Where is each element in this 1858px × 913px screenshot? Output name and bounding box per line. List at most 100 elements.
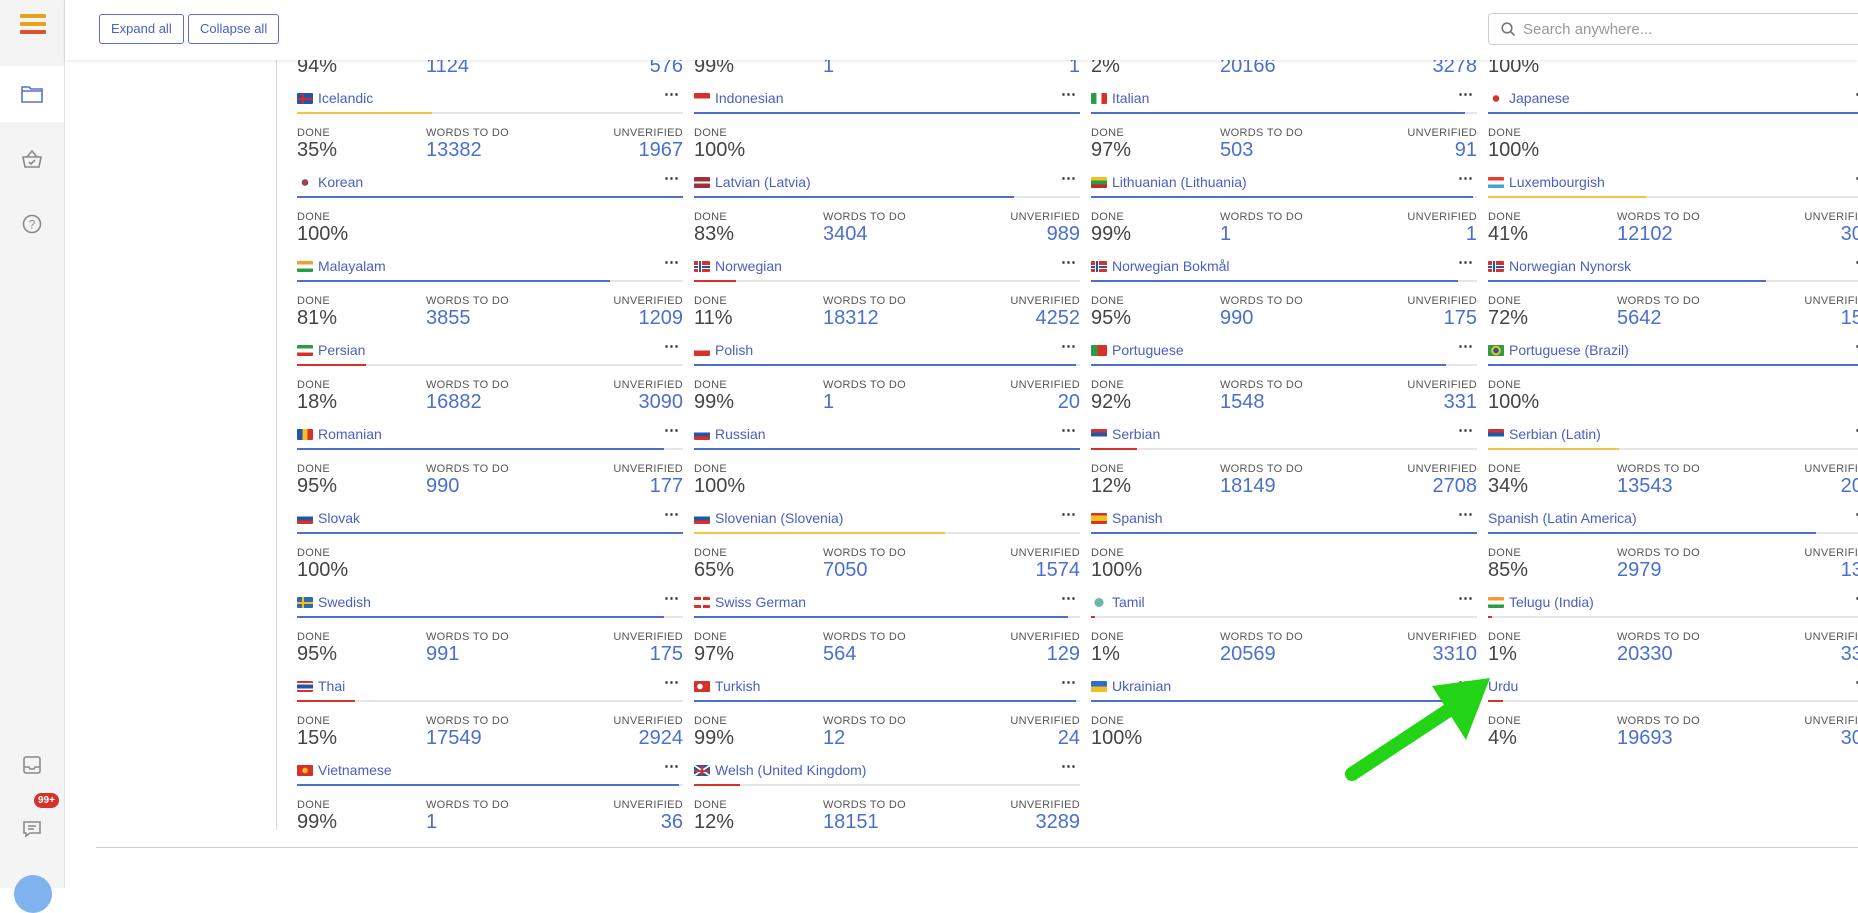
unverified-value[interactable]: 177: [649, 475, 683, 497]
words-to-do-value[interactable]: 564: [823, 643, 857, 665]
more-options-icon[interactable]: ⋯: [664, 674, 679, 691]
words-to-do-value[interactable]: 18312: [823, 307, 879, 329]
inbox-nav-button[interactable]: [0, 737, 64, 793]
unverified-value[interactable]: 305: [1840, 727, 1858, 749]
more-options-icon[interactable]: ⋯: [1061, 674, 1076, 691]
help-nav-button[interactable]: ?: [0, 196, 64, 252]
unverified-value[interactable]: 36: [660, 811, 683, 833]
more-options-icon[interactable]: ⋯: [664, 590, 679, 607]
words-to-do-value[interactable]: 1: [823, 391, 835, 413]
projects-nav-button[interactable]: [0, 66, 64, 122]
more-options-icon[interactable]: ⋯: [1855, 169, 1858, 187]
more-options-icon[interactable]: ⋯: [664, 170, 679, 187]
language-name[interactable]: Icelandic: [318, 90, 374, 106]
unverified-value[interactable]: 134: [1840, 559, 1858, 581]
words-to-do-value[interactable]: 2979: [1617, 559, 1662, 581]
language-name[interactable]: Romanian: [318, 426, 382, 442]
language-name[interactable]: Norwegian Bokmål: [1112, 258, 1230, 274]
more-options-icon[interactable]: ⋯: [664, 758, 679, 775]
language-name[interactable]: Spanish (Latin America): [1488, 510, 1637, 526]
language-name[interactable]: Turkish: [715, 678, 761, 694]
words-to-do-value[interactable]: 18149: [1220, 475, 1276, 497]
unverified-value[interactable]: 175: [1443, 307, 1477, 329]
language-name[interactable]: Persian: [318, 342, 366, 358]
words-to-do-value[interactable]: 20569: [1220, 643, 1276, 665]
words-to-do-value[interactable]: 13543: [1617, 475, 1673, 497]
language-name[interactable]: Tamil: [1112, 594, 1145, 610]
language-name[interactable]: Ukrainian: [1112, 678, 1172, 694]
words-to-do-value[interactable]: 991: [426, 643, 460, 665]
language-name[interactable]: Malayalam: [318, 258, 386, 274]
more-options-icon[interactable]: ⋯: [1855, 421, 1858, 439]
unverified-value[interactable]: 152: [1840, 307, 1858, 329]
language-name[interactable]: Indonesian: [715, 90, 784, 106]
words-to-do-value[interactable]: 13382: [426, 139, 482, 161]
more-options-icon[interactable]: ⋯: [1458, 86, 1473, 103]
more-options-icon[interactable]: ⋯: [1061, 170, 1076, 187]
unverified-value[interactable]: 20: [1057, 391, 1080, 413]
messages-nav-button[interactable]: 99+: [0, 793, 64, 857]
unverified-value[interactable]: 1967: [638, 139, 684, 161]
language-name[interactable]: Vietnamese: [318, 762, 392, 778]
more-options-icon[interactable]: ⋯: [1458, 254, 1473, 271]
expand-all-button[interactable]: Expand all: [99, 14, 184, 44]
more-options-icon[interactable]: ⋯: [1458, 170, 1473, 187]
more-options-icon[interactable]: ⋯: [664, 422, 679, 439]
language-name[interactable]: Korean: [318, 174, 364, 190]
language-name[interactable]: Thai: [318, 678, 346, 694]
language-name[interactable]: Russian: [715, 426, 766, 442]
words-to-do-value[interactable]: 3404: [823, 223, 868, 245]
language-name[interactable]: Swedish: [318, 594, 371, 610]
words-to-do-value[interactable]: 1548: [1220, 391, 1265, 413]
words-to-do-value[interactable]: 12: [823, 727, 846, 749]
language-name[interactable]: Latvian (Latvia): [715, 174, 811, 190]
collapse-all-button[interactable]: Collapse all: [188, 14, 280, 44]
language-name[interactable]: Welsh (United Kingdom): [715, 762, 867, 778]
unverified-value[interactable]: 3310: [1432, 643, 1478, 665]
language-name[interactable]: Norwegian Nynorsk: [1509, 258, 1632, 274]
unverified-value[interactable]: 1574: [1035, 559, 1081, 581]
more-options-icon[interactable]: ⋯: [1855, 85, 1858, 103]
words-to-do-value[interactable]: 20330: [1617, 643, 1673, 665]
more-options-icon[interactable]: ⋯: [1458, 590, 1473, 607]
language-name[interactable]: Portuguese: [1112, 342, 1184, 358]
language-name[interactable]: Serbian: [1112, 426, 1161, 442]
language-name[interactable]: Portuguese (Brazil): [1509, 342, 1629, 358]
words-to-do-value[interactable]: 1: [426, 811, 438, 833]
words-to-do-value[interactable]: 3855: [426, 307, 471, 329]
more-options-icon[interactable]: ⋯: [1061, 506, 1076, 523]
words-to-do-value[interactable]: 990: [426, 475, 460, 497]
more-options-icon[interactable]: ⋯: [1458, 422, 1473, 439]
more-options-icon[interactable]: ⋯: [1061, 422, 1076, 439]
unverified-value[interactable]: 331: [1443, 391, 1477, 413]
unverified-value[interactable]: 989: [1046, 223, 1080, 245]
words-to-do-value[interactable]: 503: [1220, 139, 1254, 161]
language-name[interactable]: Japanese: [1509, 90, 1570, 106]
more-options-icon[interactable]: ⋯: [664, 506, 679, 523]
words-to-do-value[interactable]: 990: [1220, 307, 1254, 329]
unverified-value[interactable]: 301: [1840, 223, 1858, 245]
unverified-value[interactable]: 3090: [638, 391, 684, 413]
more-options-icon[interactable]: ⋯: [664, 254, 679, 271]
unverified-value[interactable]: 3289: [1035, 811, 1081, 833]
more-options-icon[interactable]: ⋯: [1458, 506, 1473, 523]
language-name[interactable]: Urdu: [1488, 678, 1519, 694]
more-options-icon[interactable]: ⋯: [664, 86, 679, 103]
language-name[interactable]: Swiss German: [715, 594, 807, 610]
unverified-value[interactable]: 129: [1046, 643, 1080, 665]
more-options-icon[interactable]: ⋯: [1061, 758, 1076, 775]
language-name[interactable]: Slovak: [318, 510, 361, 526]
language-name[interactable]: Norwegian: [715, 258, 782, 274]
language-name[interactable]: Italian: [1112, 90, 1150, 106]
words-to-do-value[interactable]: 12102: [1617, 223, 1673, 245]
help-widget-button[interactable]: [14, 875, 52, 913]
more-options-icon[interactable]: ⋯: [1855, 505, 1858, 523]
more-options-icon[interactable]: ⋯: [1855, 253, 1858, 271]
unverified-value[interactable]: 209: [1840, 475, 1858, 497]
more-options-icon[interactable]: ⋯: [664, 338, 679, 355]
language-name[interactable]: Luxembourgish: [1509, 174, 1605, 190]
unverified-value[interactable]: 175: [649, 643, 683, 665]
unverified-value[interactable]: 1: [1465, 223, 1477, 245]
more-options-icon[interactable]: ⋯: [1061, 338, 1076, 355]
words-to-do-value[interactable]: 5642: [1617, 307, 1662, 329]
